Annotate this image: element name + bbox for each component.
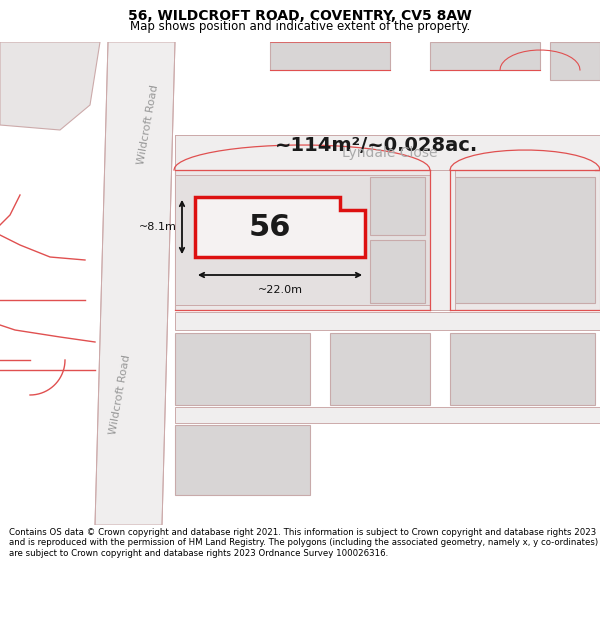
- Polygon shape: [330, 333, 430, 405]
- Polygon shape: [95, 42, 175, 525]
- Polygon shape: [550, 42, 600, 80]
- Polygon shape: [175, 333, 310, 405]
- Text: Wildcroft Road: Wildcroft Road: [108, 354, 132, 436]
- Polygon shape: [175, 425, 310, 495]
- Polygon shape: [450, 170, 600, 310]
- Polygon shape: [430, 42, 540, 70]
- Text: Wildcroft Road: Wildcroft Road: [136, 84, 160, 166]
- Text: Contains OS data © Crown copyright and database right 2021. This information is : Contains OS data © Crown copyright and d…: [9, 528, 598, 558]
- Polygon shape: [175, 312, 600, 330]
- Polygon shape: [0, 42, 100, 130]
- Polygon shape: [450, 333, 595, 405]
- Text: 56, WILDCROFT ROAD, COVENTRY, CV5 8AW: 56, WILDCROFT ROAD, COVENTRY, CV5 8AW: [128, 9, 472, 23]
- Polygon shape: [175, 135, 600, 170]
- Polygon shape: [455, 177, 595, 303]
- Polygon shape: [195, 197, 365, 257]
- Polygon shape: [175, 175, 430, 305]
- Text: ~22.0m: ~22.0m: [257, 285, 302, 295]
- Polygon shape: [370, 177, 425, 235]
- Text: ~114m²/~0.028ac.: ~114m²/~0.028ac.: [275, 136, 478, 155]
- Polygon shape: [430, 170, 455, 310]
- Polygon shape: [270, 42, 390, 70]
- Text: Map shows position and indicative extent of the property.: Map shows position and indicative extent…: [130, 20, 470, 32]
- Polygon shape: [370, 240, 425, 303]
- Text: ~8.1m: ~8.1m: [139, 222, 177, 232]
- Polygon shape: [175, 170, 430, 310]
- Polygon shape: [175, 407, 600, 423]
- Polygon shape: [0, 42, 600, 525]
- Text: 56: 56: [249, 213, 291, 241]
- Text: Lyndale Close: Lyndale Close: [342, 146, 438, 160]
